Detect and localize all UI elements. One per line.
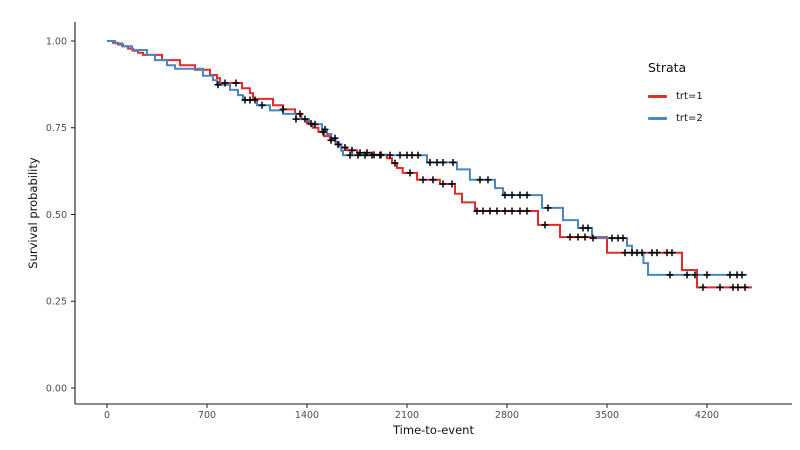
x-tick-label: 2100 <box>395 410 419 421</box>
x-tick-label: 3500 <box>595 410 619 421</box>
y-tick-label: 1.00 <box>46 36 67 47</box>
legend-item-trt-1: trt=1 <box>648 85 703 107</box>
y-axis-title: Survival probability <box>26 157 40 269</box>
y-tick-label: 0.00 <box>46 383 67 394</box>
legend-label: trt=1 <box>676 90 703 102</box>
y-tick-label: 0.75 <box>46 123 67 134</box>
legend-key-line <box>648 94 667 98</box>
x-tick-label: 0 <box>104 410 110 421</box>
y-tick-label: 0.25 <box>46 297 67 308</box>
x-tick-label: 700 <box>198 410 216 421</box>
legend-key-line <box>648 116 667 120</box>
legend: Strata trt=1 trt=2 <box>648 60 703 129</box>
x-tick-label: 2800 <box>495 410 519 421</box>
legend-items: trt=1 trt=2 <box>648 85 703 129</box>
x-tick-label: 1400 <box>295 410 319 421</box>
legend-title: Strata <box>648 60 687 75</box>
x-axis-title: Time-to-event <box>393 423 474 437</box>
legend-item-trt-2: trt=2 <box>648 107 703 129</box>
survival-curve-trt-1 <box>107 40 752 289</box>
y-tick-label: 0.50 <box>46 210 67 221</box>
legend-label: trt=2 <box>676 112 703 124</box>
x-tick-label: 4200 <box>695 410 719 421</box>
